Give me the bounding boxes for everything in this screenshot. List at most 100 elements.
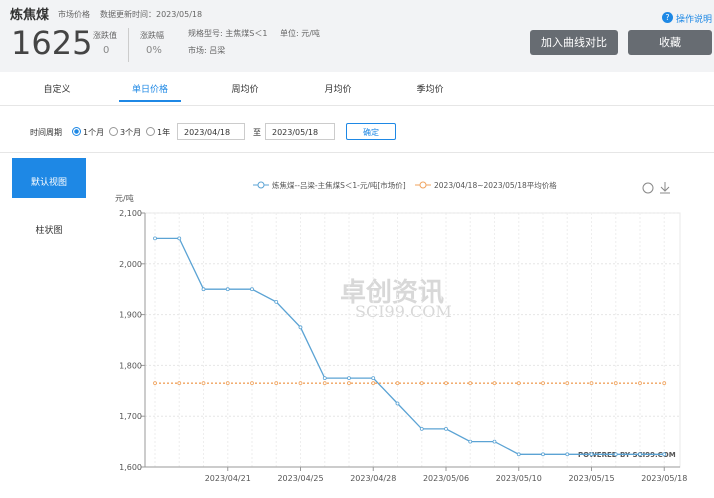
point <box>250 381 254 386</box>
point <box>638 381 642 386</box>
download-icon[interactable] <box>660 182 670 194</box>
point <box>322 376 327 381</box>
sidebar-item[interactable]: 柱状图 <box>35 226 63 236</box>
x-tick-label: 2023/04/21 <box>205 474 251 483</box>
y-tick-label: 1,600 <box>119 463 142 472</box>
watermark-site: SCI99.COM <box>355 302 452 321</box>
price-type: 市场价格 <box>58 10 90 19</box>
period[interactable]: 1个月 <box>83 128 105 137</box>
point <box>638 452 642 457</box>
price: 1625 <box>11 24 93 62</box>
point <box>347 376 351 381</box>
point <box>250 287 254 292</box>
y-tick-label: 1,900 <box>119 311 142 320</box>
point <box>153 381 157 386</box>
y-tick-label: 1,800 <box>119 361 142 370</box>
point <box>444 426 448 431</box>
powered-by: POWERED BY SCI99.COM <box>578 451 676 459</box>
y-tick-label: 2,000 <box>119 260 142 269</box>
period[interactable]: 1年 <box>157 128 171 137</box>
point <box>298 325 303 330</box>
point <box>492 381 497 386</box>
sidebar-active <box>12 158 86 198</box>
x-tick-label: 2023/05/10 <box>496 474 542 483</box>
tab[interactable]: 季均价 <box>416 85 444 95</box>
point <box>613 381 618 386</box>
divider <box>0 152 714 153</box>
refresh-icon[interactable] <box>642 182 654 194</box>
spec: 规格型号: 主焦煤S＜1 <box>188 29 268 38</box>
point <box>371 381 376 386</box>
x-tick-label: 2023/05/15 <box>568 474 614 483</box>
change-pct: 0% <box>146 45 162 56</box>
point <box>541 452 545 457</box>
filter-label: 时间周期 <box>30 128 62 137</box>
x-tick-label: 2023/04/25 <box>277 474 323 483</box>
compare-button[interactable]: 加入曲线对比 <box>530 30 618 55</box>
x-tick-label: 2023/04/28 <box>350 474 396 483</box>
point <box>274 381 279 386</box>
change-label: 涨跌值 <box>93 31 117 40</box>
end-date[interactable]: 2023/05/18 <box>265 123 335 140</box>
point <box>613 452 618 457</box>
point <box>565 381 570 386</box>
legend-label: 炼焦煤--吕梁-主焦煤S＜1-元/吨[市场价] <box>272 180 406 190</box>
confirm-button[interactable]: 确定 <box>346 123 396 140</box>
point <box>541 381 545 386</box>
chart: 元/吨 2023/04/21 2023/04/25 2023/04/28 2023/0… <box>115 180 687 483</box>
point <box>395 401 400 406</box>
point <box>347 381 351 386</box>
point <box>225 287 230 292</box>
point <box>516 452 521 457</box>
favorite-button[interactable]: 收藏 <box>628 30 712 55</box>
tab[interactable]: 自定义 <box>43 85 71 95</box>
help[interactable]: 操作说明 <box>676 15 713 25</box>
to: 至 <box>253 128 261 137</box>
point <box>589 381 594 386</box>
period[interactable]: 3个月 <box>120 128 142 137</box>
title: 炼焦煤 <box>10 8 50 23</box>
help-icon[interactable]: ? <box>662 12 673 23</box>
radio[interactable] <box>146 127 155 136</box>
point <box>298 381 303 386</box>
radio[interactable] <box>109 127 118 136</box>
y-tick-label: 2,100 <box>119 209 142 218</box>
point <box>516 381 521 386</box>
tab[interactable]: 周均价 <box>231 85 259 95</box>
point <box>201 287 206 292</box>
y-axis-label: 元/吨 <box>115 193 134 203</box>
radio[interactable] <box>72 127 81 136</box>
point <box>177 236 182 241</box>
change: 0 <box>103 45 110 56</box>
tab[interactable]: 单日价格 <box>131 85 168 95</box>
point <box>468 439 473 444</box>
point <box>662 381 667 386</box>
legend-marker <box>257 181 265 189</box>
tab[interactable]: 月均价 <box>324 85 352 95</box>
point <box>153 236 157 241</box>
legend-marker <box>419 181 427 189</box>
tab-underline <box>119 100 181 102</box>
point <box>274 299 279 304</box>
start-date[interactable]: 2023/04/18 <box>177 123 245 140</box>
x-tick-label: 2023/05/18 <box>641 474 687 483</box>
update-time: 数据更新时间：2023/05/18 <box>100 10 203 19</box>
point <box>444 381 448 386</box>
legend-label: 2023/04/18~2023/05/18平均价格 <box>434 180 557 190</box>
point <box>419 381 424 386</box>
series-line <box>155 237 665 455</box>
point <box>419 426 424 431</box>
divider <box>0 105 714 106</box>
plot-area <box>144 212 681 468</box>
point <box>177 381 182 386</box>
point <box>225 381 230 386</box>
point <box>201 381 206 386</box>
separator <box>128 28 129 62</box>
point <box>468 381 473 386</box>
point <box>565 452 570 457</box>
unit: 单位: 元/吨 <box>280 29 320 38</box>
point <box>371 376 376 381</box>
point <box>395 381 400 386</box>
sidebar-item[interactable]: 默认视图 <box>30 178 67 188</box>
y-tick-label: 1,700 <box>119 412 142 421</box>
